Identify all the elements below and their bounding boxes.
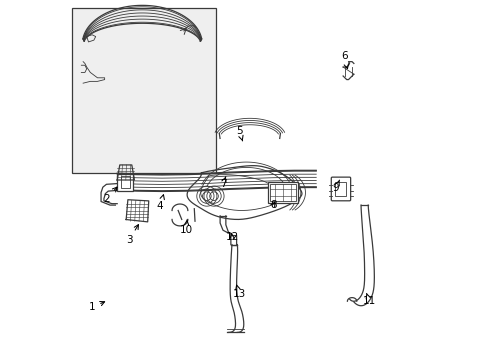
Bar bbox=[335, 182, 346, 196]
Bar bbox=[267, 182, 298, 203]
Text: 13: 13 bbox=[232, 285, 245, 299]
Text: 7: 7 bbox=[219, 176, 226, 189]
Bar bbox=[72, 8, 215, 173]
Text: 6: 6 bbox=[340, 51, 348, 69]
Bar bbox=[117, 174, 133, 191]
Text: 12: 12 bbox=[225, 232, 238, 242]
Text: 9: 9 bbox=[332, 180, 339, 193]
Text: 3: 3 bbox=[125, 225, 138, 245]
FancyBboxPatch shape bbox=[330, 177, 350, 201]
Text: 4: 4 bbox=[157, 195, 164, 211]
Text: 2: 2 bbox=[103, 187, 117, 204]
Bar bbox=[121, 176, 129, 188]
Text: 1: 1 bbox=[89, 302, 104, 312]
Text: 11: 11 bbox=[362, 293, 375, 306]
Text: 5: 5 bbox=[235, 126, 243, 141]
Bar bbox=[270, 184, 295, 201]
Text: 10: 10 bbox=[179, 220, 192, 235]
Text: 8: 8 bbox=[269, 200, 276, 210]
